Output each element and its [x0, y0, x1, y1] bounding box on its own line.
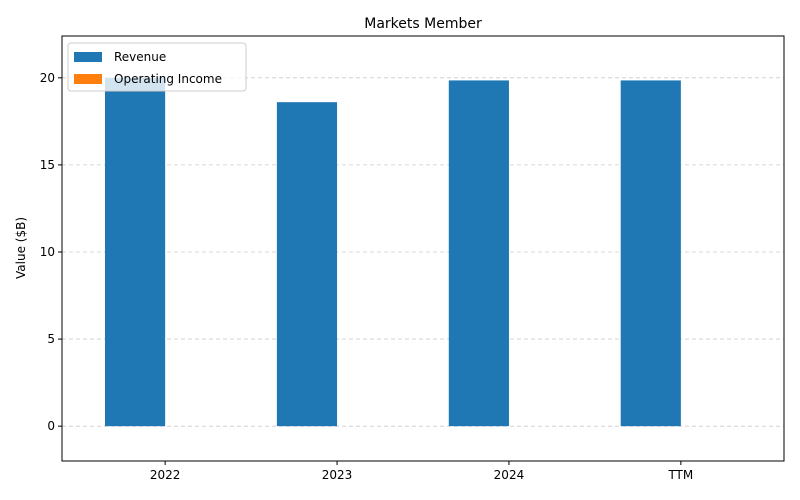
grid-layer — [62, 77, 784, 427]
x-tick-label: 2022 — [150, 468, 181, 482]
bar-layer — [104, 77, 681, 427]
revenue-bar — [104, 77, 166, 427]
legend-frame — [67, 42, 247, 92]
x-tick-label: TTM — [667, 468, 693, 482]
legend-label: Operating Income — [114, 72, 222, 86]
legend-label: Revenue — [114, 50, 166, 64]
legend-swatch — [74, 52, 102, 62]
y-tick-label: 10 — [40, 245, 55, 259]
y-tick-label: 0 — [47, 419, 55, 433]
x-tick-label: 2023 — [322, 468, 353, 482]
x-tick-label: 2024 — [494, 468, 525, 482]
y-tick-label: 5 — [47, 332, 55, 346]
tick-layer: 0 5 10 15 20 2022 2023 2024 TTM — [40, 71, 694, 482]
revenue-bar — [448, 80, 509, 427]
chart-title: Markets Member — [364, 16, 482, 32]
y-tick-label: 15 — [40, 158, 55, 172]
legend: Revenue Operating Income — [67, 42, 247, 92]
revenue-bar — [620, 80, 681, 427]
legend-swatch — [74, 74, 102, 84]
y-axis-label: Value ($B) — [14, 217, 28, 279]
plot-frame — [61, 35, 785, 462]
revenue-bar — [276, 102, 338, 427]
y-tick-label: 20 — [40, 71, 55, 85]
